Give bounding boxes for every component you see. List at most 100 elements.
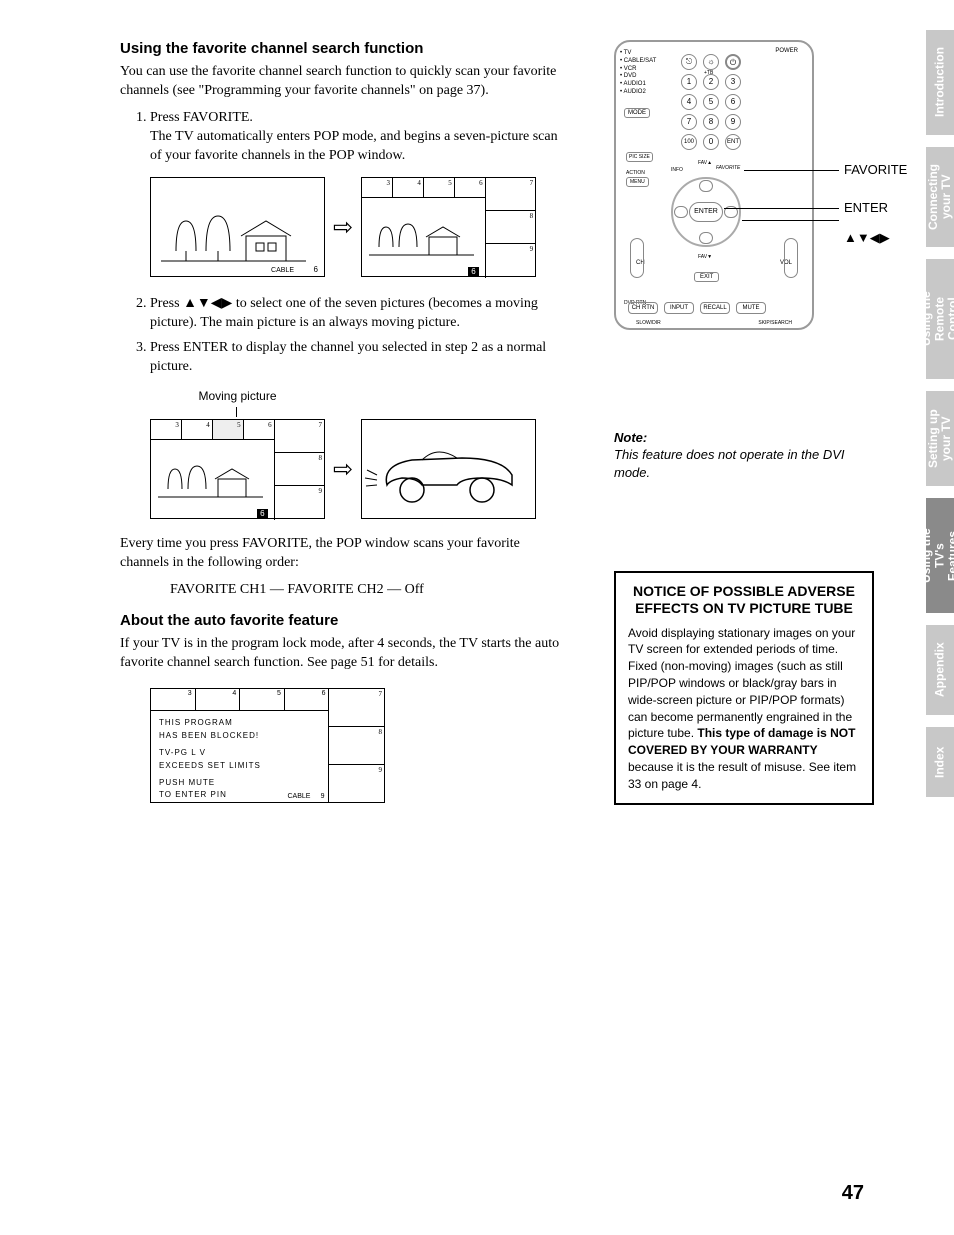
step1b-text: The TV automatically enters POP mode, an… (150, 129, 558, 163)
notice-title: NOTICE OF POSSIBLE ADVERSE EFFECTS ON TV… (628, 583, 860, 617)
blocked-cell: 6 (285, 689, 329, 710)
info-label: INFO (671, 167, 683, 173)
blocked-line: PUSH MUTE (159, 777, 320, 790)
pop-cell: 4 (182, 420, 213, 439)
tab-features[interactable]: Using the TV'sFeatures (926, 498, 954, 613)
picsize-button: PIC SIZE (626, 152, 653, 162)
note-title: Note: (614, 430, 647, 445)
tb-label: +TB (704, 70, 713, 76)
tab-connecting[interactable]: Connectingyour TV (926, 147, 954, 247)
pop-side-cell: 8 (275, 453, 324, 486)
scene-small (364, 202, 484, 272)
step-3: Press ENTER to display the channel you s… (150, 339, 570, 377)
mute-button: MUTE (736, 302, 766, 314)
num-button: 6 (725, 94, 741, 110)
callout-arrows: ▲▼◀▶ (844, 230, 890, 246)
tab-remote[interactable]: Using theRemote Control (926, 259, 954, 379)
num-button: 2 (703, 74, 719, 90)
num-button: 4 (681, 94, 697, 110)
page-number: 47 (842, 1182, 864, 1205)
tab-line: Setting up (926, 409, 940, 468)
note-block: Note: This feature does not operate in t… (614, 430, 874, 481)
exit-button: EXIT (694, 272, 719, 282)
figure-result (361, 419, 536, 519)
blocked-figure: 3 4 5 6 THIS PROGRAM HAS BEEN BLOCKED! T… (150, 688, 385, 803)
favorite-small-label: FAVORITE (716, 165, 740, 171)
moving-picture-label: Moving picture (150, 389, 325, 403)
num-button: 1 (681, 74, 697, 90)
tab-settingup[interactable]: Setting upyour TV (926, 391, 954, 486)
favup-label: FAV▲ (698, 160, 712, 166)
mode-label: DVD (620, 73, 656, 81)
racecar-illustration (362, 420, 532, 515)
scan-order: FAVORITE CH1 — FAVORITE CH2 — Off (170, 581, 570, 600)
blocked-cell: 5 (240, 689, 285, 710)
callout-enter: ENTER (844, 200, 888, 215)
ch-rocker (630, 238, 644, 278)
blocked-line: HAS BEEN BLOCKED! (159, 730, 320, 743)
tab-index[interactable]: Index (926, 727, 954, 797)
scene-illustration (156, 181, 316, 271)
step2a: Press (150, 296, 183, 311)
remote-mode-labels: TV CABLE/SAT VCR DVD AUDIO1 AUDIO2 (620, 50, 656, 97)
mode-label: CABLE/SAT (620, 58, 656, 66)
scene-small-2 (153, 444, 273, 514)
mode-button: MODE (624, 108, 650, 118)
notice-body2: because it is the result of misuse. See … (628, 760, 856, 791)
tab-line: Remote Control (932, 297, 954, 341)
cable-label: CABLE (271, 267, 294, 274)
pop-side-cell: 7 (486, 178, 535, 211)
enter-button: ENTER (689, 202, 723, 222)
section1-title: Using the favorite channel search functi… (120, 40, 570, 57)
remote-diagram: TV CABLE/SAT VCR DVD AUDIO1 AUDIO2 MODE … (614, 40, 814, 330)
blocked-line: THIS PROGRAM (159, 717, 320, 730)
favdn-label: FAV▼ (698, 254, 712, 260)
pop-side-cell: 9 (275, 486, 324, 518)
dir-up (699, 180, 713, 192)
power-label: POWER (775, 48, 798, 54)
mode-label: TV (620, 50, 656, 58)
dir-down (699, 232, 713, 244)
recall-button: RECALL (700, 302, 730, 314)
pop-cell: 6 (455, 178, 485, 197)
figure-row-1: CABLE 6 ⇨ 3 4 5 6 (150, 177, 570, 277)
notice-box: NOTICE OF POSSIBLE ADVERSE EFFECTS ON TV… (614, 571, 874, 805)
mode-label: AUDIO2 (620, 89, 656, 97)
step1-text: Press FAVORITE. (150, 110, 253, 125)
blocked-cell: 3 (151, 689, 196, 710)
num-button: 0 (703, 134, 719, 150)
arrow-icon: ⇨ (333, 213, 353, 242)
remote-btn: ☼ (703, 54, 719, 70)
callout-line (742, 220, 839, 221)
pop-cell: 5 (213, 420, 244, 439)
skipsearch-label: SKIP/SEARCH (758, 320, 792, 326)
figure-pop-1: 3 4 5 6 6 7 8 (361, 177, 536, 277)
pop-main-num: 6 (257, 509, 267, 518)
power-button: ⏻ (725, 54, 741, 70)
callout-favorite: FAVORITE (844, 162, 907, 177)
fig-num: 6 (314, 265, 318, 274)
tab-line: Features (946, 530, 954, 580)
remote-bottom-row: CH RTN INPUT RECALL MUTE (628, 302, 766, 314)
tab-line: Using the TV's (919, 528, 946, 583)
tab-line: your TV (939, 416, 953, 461)
menu-button: MENU (626, 177, 649, 187)
input-button: INPUT (664, 302, 694, 314)
pop-cell: 3 (151, 420, 182, 439)
scan-text: Every time you press FAVORITE, the POP w… (120, 535, 570, 573)
chrtn-button: CH RTN (628, 302, 658, 314)
blocked-side: 9 (329, 765, 384, 802)
slowdir-label: SLOW/DIR (636, 320, 661, 326)
step-1: Press FAVORITE. The TV automatically ent… (150, 109, 570, 166)
callout-line (724, 208, 839, 209)
pop-main-num: 6 (468, 267, 478, 276)
blocked-num: 9 (321, 793, 325, 800)
remote-btn: ⎋ (681, 54, 697, 70)
tab-introduction[interactable]: Introduction (926, 30, 954, 135)
mode-label: VCR (620, 66, 656, 74)
tab-appendix[interactable]: Appendix (926, 625, 954, 715)
num-button: 8 (703, 114, 719, 130)
blocked-line: TV-PG L V (159, 747, 320, 760)
blocked-side: 7 (329, 689, 384, 727)
blocked-cable: CABLE (288, 793, 311, 800)
